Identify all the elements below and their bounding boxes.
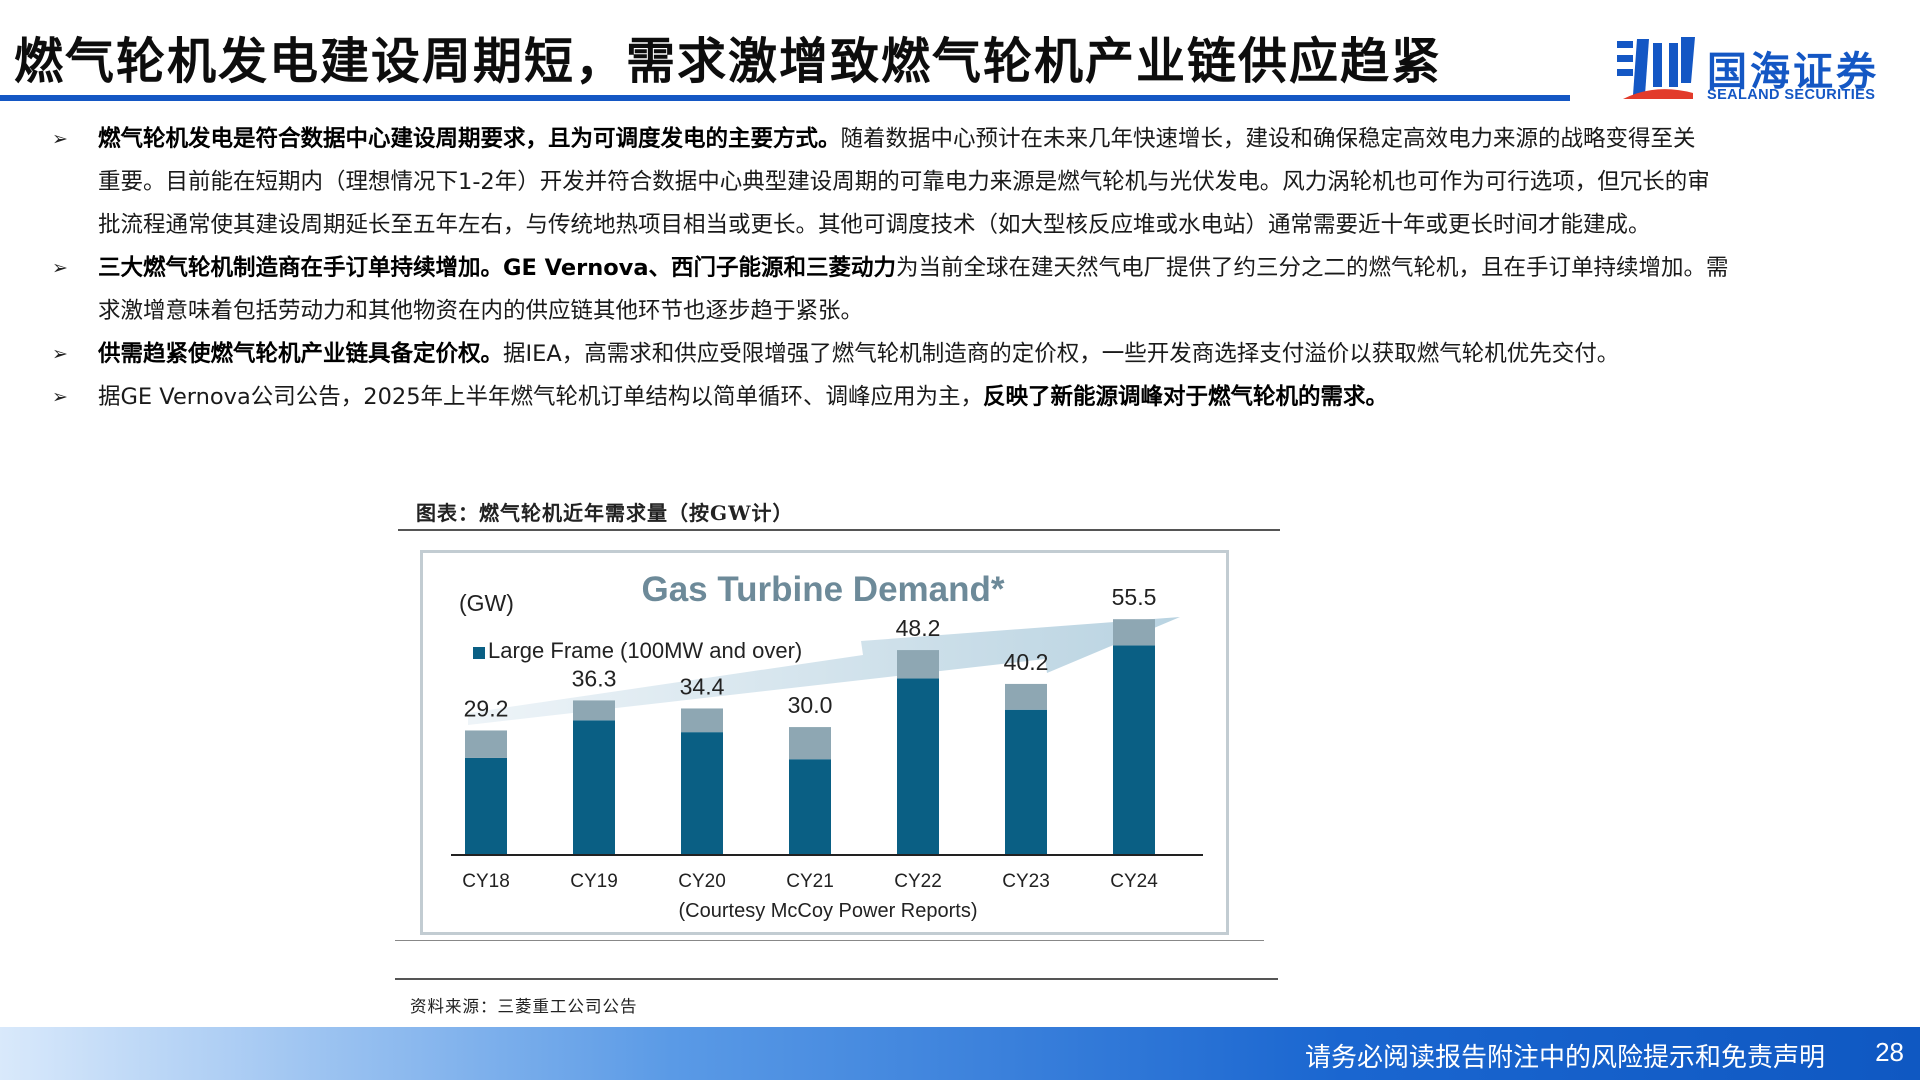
bullet-span: 为当前全球在建天然气电厂提供了约三分之二的燃气轮机，且在手订单持续增加。需 xyxy=(896,255,1729,281)
logo-chinese-text: 国海证券 xyxy=(1707,49,1879,95)
data-label-cy23: 40.2 xyxy=(1004,649,1049,675)
bar-other-cy19 xyxy=(573,700,615,721)
chart-title: Gas Turbine Demand* xyxy=(641,570,1004,609)
bar-large-frame-cy18 xyxy=(465,757,507,854)
data-label-cy22: 48.2 xyxy=(896,615,941,641)
bullet-span: 随着数据中心预计在未来几年快速增长，建设和确保稳定高效电力来源的战略变得至关 xyxy=(840,126,1696,152)
sealand-logo-icon xyxy=(1617,37,1695,99)
legend-label: Large Frame (100MW and over) xyxy=(488,638,802,663)
arrow-bullet-icon: ➢ xyxy=(52,128,68,150)
bar-other-cy24 xyxy=(1113,619,1155,646)
chart-bottom-rule-2 xyxy=(395,978,1278,980)
trend-arrow xyxy=(468,617,1180,725)
legend-swatch xyxy=(473,647,485,659)
bar-other-cy20 xyxy=(681,708,723,733)
bullet-bold: 三大燃气轮机制造商在手订单持续增加。GE Vernova、西门子能源和三菱动力 xyxy=(98,255,897,281)
chart-bottom-rule-1 xyxy=(395,940,1264,941)
x-tick-cy24: CY24 xyxy=(1110,871,1158,892)
x-tick-cy19: CY19 xyxy=(570,871,618,892)
bullet-text: 三大燃气轮机制造商在手订单持续增加。GE Vernova、西门子能源和三菱动力为… xyxy=(98,247,1840,333)
bullet-text: 供需趋紧使燃气轮机产业链具备定价权。据IEA，高需求和供应受限增强了燃气轮机制造… xyxy=(98,333,1840,376)
bullet-item: ➢ 据GE Vernova公司公告，2025年上半年燃气轮机订单结构以简单循环、… xyxy=(50,376,1840,419)
gas-turbine-demand-chart: Gas Turbine Demand* (GW) Large Frame (10… xyxy=(451,570,1203,922)
bullet-bold: 供需趋紧使燃气轮机产业链具备定价权。 xyxy=(98,341,504,367)
data-label-cy20: 34.4 xyxy=(680,673,725,699)
bar-large-frame-cy24 xyxy=(1113,645,1155,854)
bullet-bold: 燃气轮机发电是符合数据中心建设周期要求，且为可调度发电的主要方式。 xyxy=(98,126,841,152)
bullet-item: ➢ 三大燃气轮机制造商在手订单持续增加。GE Vernova、西门子能源和三菱动… xyxy=(50,247,1840,333)
arrow-bullet-icon: ➢ xyxy=(52,343,68,365)
bullet-item: ➢ 燃气轮机发电是符合数据中心建设周期要求，且为可调度发电的主要方式。随着数据中… xyxy=(50,118,1840,247)
logo-english-text: SEALAND SECURITIES xyxy=(1707,87,1876,103)
bar-other-cy18 xyxy=(465,730,507,758)
bullet-item: ➢ 供需趋紧使燃气轮机产业链具备定价权。据IEA，高需求和供应受限增强了燃气轮机… xyxy=(50,333,1840,376)
bar-large-frame-cy22 xyxy=(897,678,939,854)
bar-other-cy21 xyxy=(789,727,831,760)
bar-large-frame-cy20 xyxy=(681,732,723,854)
arrow-bullet-icon: ➢ xyxy=(52,386,68,408)
bar-large-frame-cy21 xyxy=(789,759,831,854)
bar-other-cy22 xyxy=(897,650,939,679)
bullet-bold: 反映了新能源调峰对于燃气轮机的需求。 xyxy=(983,384,1389,410)
x-tick-labels: CY18 CY19 CY20 CY21 CY22 CY23 CY24 xyxy=(462,871,1158,892)
bullet-text: 据GE Vernova公司公告，2025年上半年燃气轮机订单结构以简单循环、调峰… xyxy=(98,376,1840,419)
bullet-span: 重要。目前能在短期内（理想情况下1-2年）开发并符合数据中心典型建设周期的可靠电… xyxy=(98,169,1710,195)
bar-large-frame-cy19 xyxy=(573,720,615,854)
chart-frame: Gas Turbine Demand* (GW) Large Frame (10… xyxy=(420,550,1229,935)
bullet-text: 燃气轮机发电是符合数据中心建设周期要求，且为可调度发电的主要方式。随着数据中心预… xyxy=(98,118,1840,247)
figure-caption: 图表：燃气轮机近年需求量（按GW计） xyxy=(416,501,794,525)
chart-courtesy-note: (Courtesy McCoy Power Reports) xyxy=(679,900,978,922)
bar-large-frame-cy23 xyxy=(1005,709,1047,854)
title-underline xyxy=(0,95,1570,101)
data-label-cy24: 55.5 xyxy=(1112,584,1157,610)
page-number: 28 xyxy=(1875,1037,1904,1067)
source-note: 资料来源：三菱重工公司公告 xyxy=(410,997,638,1016)
disclaimer-note: 请务必阅读报告附注中的风险提示和免责声明 xyxy=(1304,1043,1825,1073)
sealand-logo: 国海证券 SEALAND SECURITIES xyxy=(1615,33,1905,105)
bullet-span: 据IEA，高需求和供应受限增强了燃气轮机制造商的定价权，一些开发商选择支付溢价以… xyxy=(503,341,1620,367)
footer-bar: 请务必阅读报告附注中的风险提示和免责声明 28 xyxy=(0,1027,1920,1080)
x-tick-cy20: CY20 xyxy=(678,871,726,892)
bullet-span: 据GE Vernova公司公告，2025年上半年燃气轮机订单结构以简单循环、调峰… xyxy=(98,384,984,410)
bar-other-cy23 xyxy=(1005,683,1047,710)
x-tick-cy23: CY23 xyxy=(1002,871,1050,892)
page-title: 燃气轮机发电建设周期短，需求激增致燃气轮机产业链供应趋紧 xyxy=(14,33,1443,90)
bullet-list: ➢ 燃气轮机发电是符合数据中心建设周期要求，且为可调度发电的主要方式。随着数据中… xyxy=(50,118,1840,419)
chart-bars: 29.2 36.3 34.4 30.0 48.2 40.2 55.5 xyxy=(464,584,1157,854)
x-tick-cy18: CY18 xyxy=(462,871,510,892)
x-tick-cy21: CY21 xyxy=(786,871,834,892)
chart-unit-label: (GW) xyxy=(459,590,514,616)
bullet-span: 批流程通常使其建设周期延长至五年左右，与传统地热项目相当或更长。其他可调度技术（… xyxy=(98,212,1651,238)
data-label-cy18: 29.2 xyxy=(464,695,509,721)
data-label-cy21: 30.0 xyxy=(788,692,833,718)
arrow-bullet-icon: ➢ xyxy=(52,257,68,279)
caption-rule xyxy=(398,529,1280,531)
data-label-cy19: 36.3 xyxy=(572,665,617,691)
x-tick-cy22: CY22 xyxy=(894,871,942,892)
bullet-span: 求激增意味着包括劳动力和其他物资在内的供应链其他环节也逐步趋于紧张。 xyxy=(98,298,864,324)
